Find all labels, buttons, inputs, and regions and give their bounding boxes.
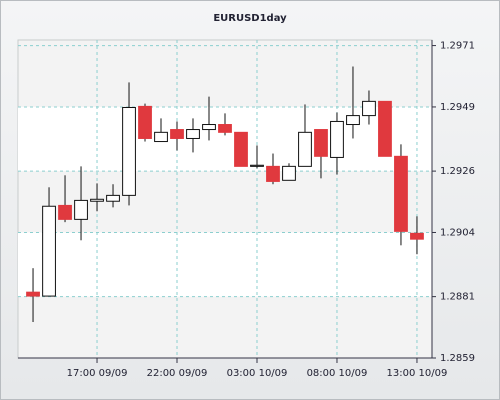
x-tick-label: 13:00 10/09 xyxy=(387,368,448,379)
candle-body xyxy=(378,100,392,157)
candle-body xyxy=(410,232,424,240)
candle-body xyxy=(186,129,200,139)
candle-body xyxy=(202,124,216,131)
candle-body xyxy=(42,205,56,297)
y-tick-label: 1.2926 xyxy=(440,166,475,177)
x-tick-label: 22:00 09/09 xyxy=(147,368,208,379)
candle-body xyxy=(106,194,120,202)
candle-body xyxy=(282,165,296,181)
candle-body xyxy=(74,199,88,220)
candle-body xyxy=(154,131,168,143)
y-tick-label: 1.2859 xyxy=(440,353,475,364)
candle-body xyxy=(250,164,264,167)
candle-body xyxy=(330,120,344,158)
candle-body xyxy=(394,155,408,232)
candle-body xyxy=(362,100,376,117)
candle-body xyxy=(234,131,248,167)
plot-area xyxy=(17,39,433,359)
candle-body xyxy=(90,198,104,202)
y-tick-label: 1.2904 xyxy=(440,227,475,238)
candle-body xyxy=(58,204,72,220)
candle-body xyxy=(122,107,136,196)
chart-title: EURUSD1day xyxy=(213,13,287,24)
plot-band xyxy=(18,232,432,297)
y-tick-label: 1.2949 xyxy=(440,102,475,113)
candle-body xyxy=(26,291,40,297)
candle-body xyxy=(314,129,328,157)
candle-body xyxy=(218,124,232,133)
candle-body xyxy=(346,115,360,126)
candle-body xyxy=(138,105,152,139)
x-tick-label: 17:00 09/09 xyxy=(67,368,128,379)
candle-body xyxy=(266,165,280,182)
x-tick-label: 08:00 10/09 xyxy=(307,368,368,379)
x-tick-label: 03:00 10/09 xyxy=(227,368,288,379)
y-tick-label: 1.2881 xyxy=(440,292,475,303)
candle-body xyxy=(298,131,312,167)
candle-body xyxy=(170,129,184,139)
y-tick-label: 1.2971 xyxy=(440,41,475,52)
